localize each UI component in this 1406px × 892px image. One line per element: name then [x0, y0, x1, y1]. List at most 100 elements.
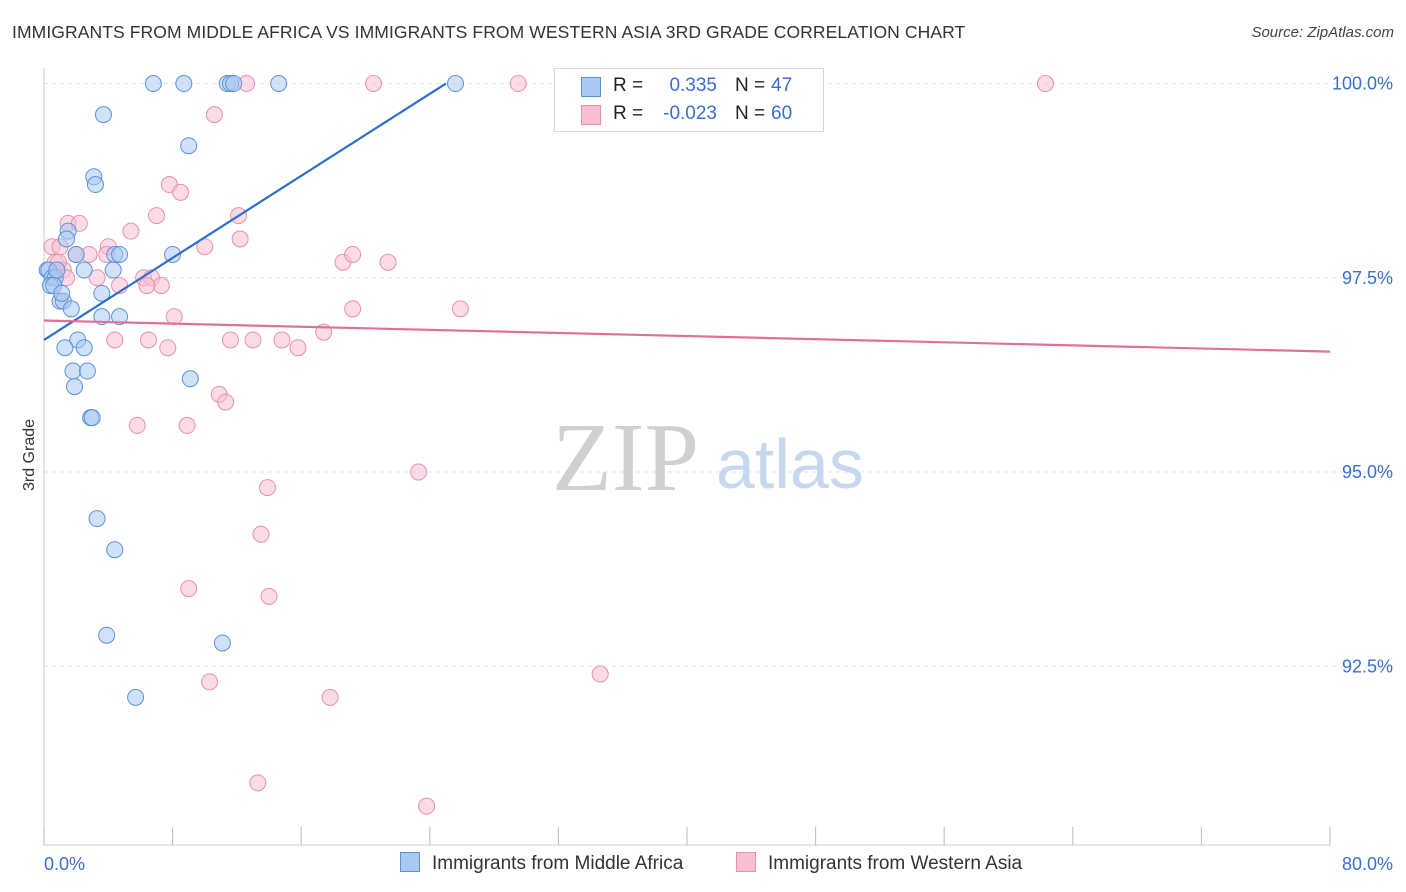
grid-layer — [44, 83, 1390, 667]
middle-africa-point — [111, 245, 129, 263]
legend-n-value: 60 — [771, 103, 793, 124]
middle-africa-point — [104, 261, 122, 279]
western-asia-point — [88, 269, 106, 287]
x-tick-label-max: 80.0% — [1342, 854, 1393, 874]
western-asia-point — [258, 479, 276, 497]
middle-africa-point — [66, 378, 84, 396]
legend-n-label: N = — [735, 75, 766, 96]
western-asia-point — [128, 416, 146, 434]
middle-africa-point — [83, 409, 101, 427]
middle-africa-point — [94, 106, 112, 124]
western-asia-point — [178, 416, 196, 434]
bottom-legend-middle-africa: Immigrants from Middle Africa — [400, 852, 683, 875]
bottom-legend-label: Immigrants from Western Asia — [768, 853, 1023, 874]
bottom-legend-western-asia: Immigrants from Western Asia — [736, 852, 1022, 875]
middle-africa-point — [111, 308, 129, 326]
western-asia-point — [249, 774, 267, 792]
bottom-legend-label: Immigrants from Middle Africa — [432, 853, 684, 874]
western-asia-point — [106, 331, 124, 349]
western-asia-point — [172, 183, 190, 201]
watermark-zip: ZIP — [552, 404, 699, 512]
legend-n-value: 47 — [771, 75, 793, 96]
tick-labels: 100.0% 97.5% 95.0% 92.5% 0.0% 80.0% — [44, 74, 1393, 874]
y-tick-label: 92.5% — [1342, 656, 1393, 676]
bottom-legend-swatch-blue — [400, 852, 420, 872]
western-asia-point — [252, 525, 270, 543]
y-tick-label: 95.0% — [1342, 462, 1393, 482]
axis-layer — [43, 68, 1331, 846]
western-asia-point — [289, 339, 307, 357]
western-asia-point — [139, 331, 157, 349]
western-asia-point — [152, 277, 170, 295]
chart-title: IMMIGRANTS FROM MIDDLE AFRICA VS IMMIGRA… — [12, 22, 966, 42]
middle-africa-point — [175, 75, 193, 93]
middle-africa-point — [75, 339, 93, 357]
middle-africa-point — [93, 308, 111, 326]
source-attribution: Source: ZipAtlas.com — [1251, 24, 1394, 41]
middle-africa-point — [106, 541, 124, 559]
middle-africa-point — [67, 245, 85, 263]
western-asia-point — [509, 75, 527, 93]
legend-n-label: N = — [735, 103, 766, 124]
western-asia-point — [138, 277, 156, 295]
middle-africa-point — [127, 688, 145, 706]
western-asia-point — [122, 222, 140, 240]
western-asia-point — [165, 308, 183, 326]
western-asia-point — [201, 673, 219, 691]
legend-row-middle-africa: R = 0.335 N = 47 — [555, 71, 823, 101]
legend-row-western-asia: R = -0.023 N = 60 — [555, 99, 823, 129]
legend-r-value: 0.335 — [669, 75, 717, 96]
western-asia-point — [221, 331, 239, 349]
middle-africa-point — [56, 339, 74, 357]
western-asia-point — [451, 300, 469, 318]
western-asia-point — [217, 393, 235, 411]
western-asia-point — [205, 106, 223, 124]
middle-africa-point — [64, 362, 82, 380]
bottom-legend-swatch-pink — [736, 852, 756, 872]
western-asia-point — [244, 331, 262, 349]
legend-r-label: R = — [613, 75, 644, 96]
western-asia-point — [344, 245, 362, 263]
western-asia-point — [196, 238, 214, 256]
middle-africa-point — [78, 362, 96, 380]
middle-africa-point — [270, 75, 288, 93]
western-asia-point — [260, 587, 278, 605]
watermark-atlas: atlas — [716, 425, 864, 503]
middle-africa-point — [93, 284, 111, 302]
middle-africa-point — [48, 261, 66, 279]
y-tick-label: 97.5% — [1342, 268, 1393, 288]
western-asia-point — [365, 75, 383, 93]
legend-r-value: -0.023 — [663, 103, 717, 124]
middle-africa-point — [144, 75, 162, 93]
legend-swatch-pink — [581, 105, 601, 125]
middle-africa-point — [180, 137, 198, 155]
middle-africa-point — [86, 176, 104, 194]
western-asia-point — [591, 665, 609, 683]
western-asia-point — [180, 580, 198, 598]
middle-africa-trendline — [43, 82, 447, 341]
middle-africa-point — [213, 634, 231, 652]
western-asia-point — [1036, 75, 1054, 93]
western-asia-point — [159, 339, 177, 357]
middle-africa-point — [53, 284, 71, 302]
middle-africa-point — [181, 370, 199, 388]
western-asia-point — [231, 230, 249, 248]
middle-africa-point — [164, 245, 182, 263]
middle-africa-point — [447, 75, 465, 93]
middle-africa-point — [58, 230, 76, 248]
trend-lines — [43, 82, 1331, 353]
western-asia-point — [273, 331, 291, 349]
western-asia-point — [410, 463, 428, 481]
legend-r-label: R = — [613, 103, 644, 124]
y-tick-label: 100.0% — [1332, 74, 1393, 94]
watermark: ZIP atlas — [552, 404, 864, 512]
western-asia-point — [344, 300, 362, 318]
middle-africa-point — [225, 75, 243, 93]
correlation-legend: R = 0.335 N = 47 R = -0.023 N = 60 — [554, 68, 824, 132]
x-tick-label-min: 0.0% — [44, 854, 85, 874]
western-asia-trendline — [43, 319, 1331, 353]
middle-africa-point — [75, 261, 93, 279]
middle-africa-point — [88, 510, 106, 528]
middle-africa-point — [98, 626, 116, 644]
middle-africa-point — [62, 300, 80, 318]
